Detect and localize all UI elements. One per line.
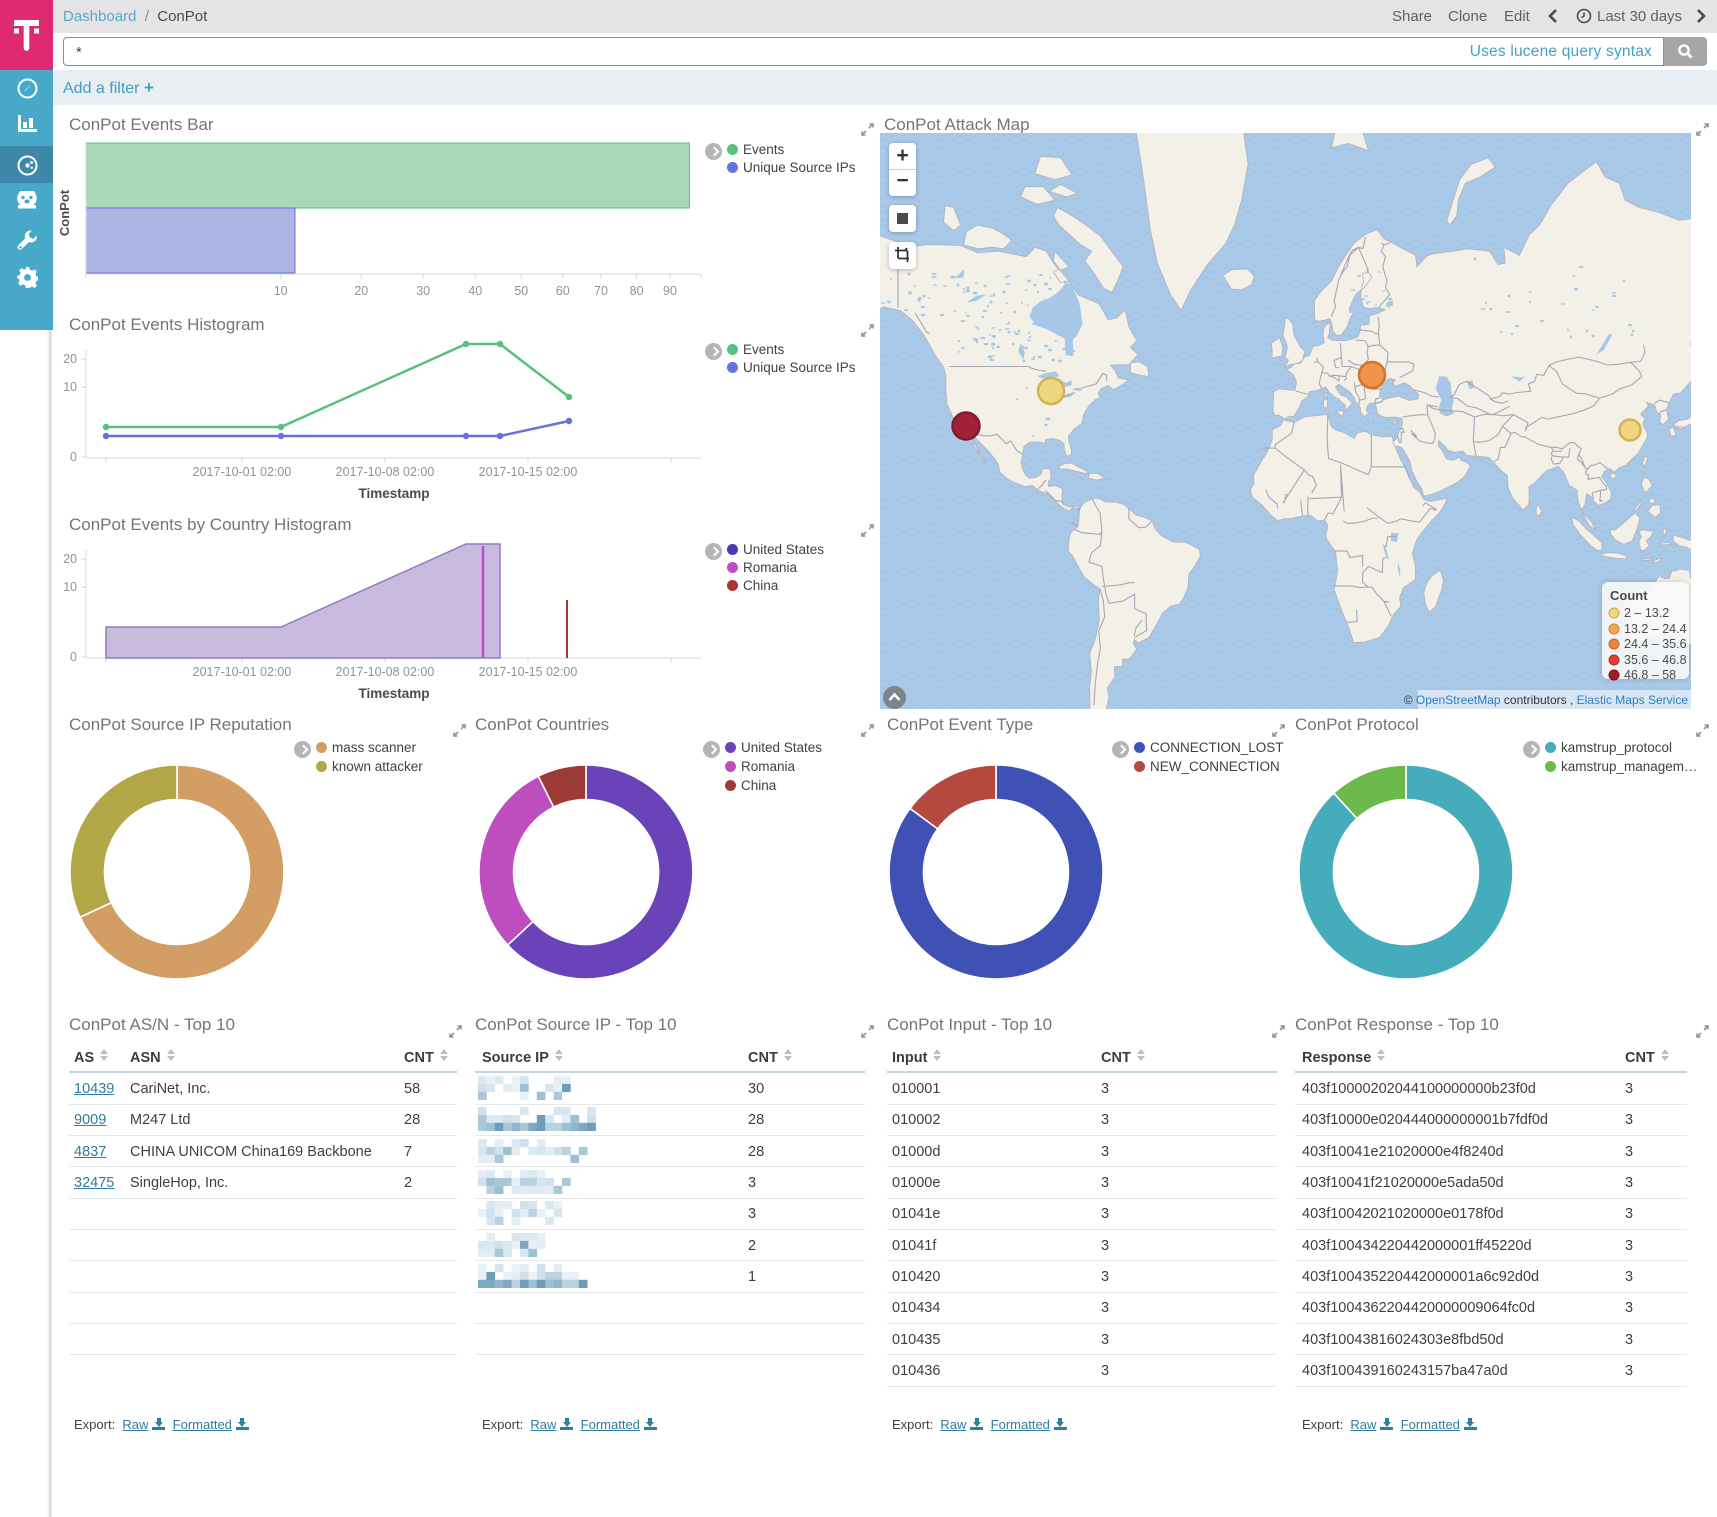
svg-text:70: 70 <box>594 284 608 298</box>
svg-text:Timestamp: Timestamp <box>358 686 429 701</box>
svg-text:2017-10-01 02:00: 2017-10-01 02:00 <box>193 665 292 679</box>
svg-text:2017-10-15 02:00: 2017-10-15 02:00 <box>479 665 578 679</box>
svg-text:20: 20 <box>63 352 77 366</box>
svg-text:80: 80 <box>630 284 644 298</box>
svg-text:30: 30 <box>416 284 430 298</box>
svg-text:2017-10-08 02:00: 2017-10-08 02:00 <box>336 665 435 679</box>
svg-text:90: 90 <box>663 284 677 298</box>
svg-text:60: 60 <box>556 284 570 298</box>
svg-text:2017-10-08 02:00: 2017-10-08 02:00 <box>336 465 435 479</box>
svg-text:0: 0 <box>70 450 77 464</box>
svg-text:10: 10 <box>63 380 77 394</box>
svg-text:10: 10 <box>63 580 77 594</box>
svg-text:10: 10 <box>274 284 288 298</box>
svg-text:20: 20 <box>354 284 368 298</box>
svg-text:ConPot: ConPot <box>57 189 72 236</box>
svg-text:2017-10-15 02:00: 2017-10-15 02:00 <box>479 465 578 479</box>
svg-text:Timestamp: Timestamp <box>358 486 429 501</box>
svg-text:0: 0 <box>70 650 77 664</box>
svg-text:2017-10-01 02:00: 2017-10-01 02:00 <box>193 465 292 479</box>
svg-text:40: 40 <box>468 284 482 298</box>
svg-text:50: 50 <box>514 284 528 298</box>
svg-text:20: 20 <box>63 552 77 566</box>
